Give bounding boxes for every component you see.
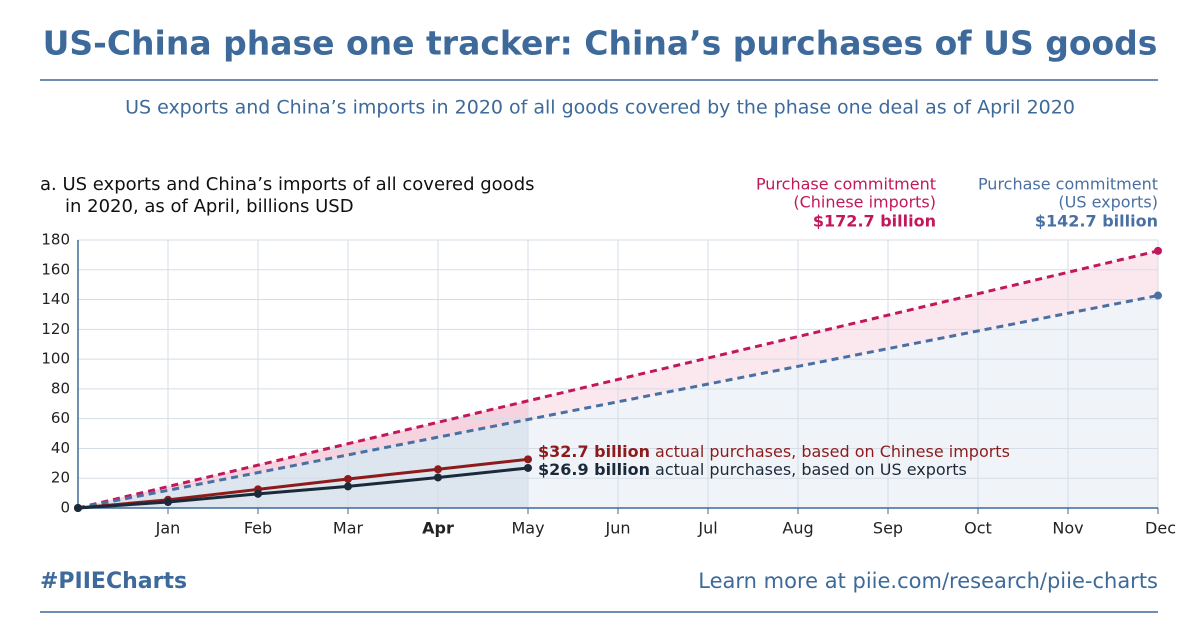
hashtag: #PIIECharts (40, 569, 187, 594)
point (344, 482, 352, 491)
chart-title: US-China phase one tracker: China’s purc… (43, 24, 1158, 63)
y-tick-label: 120 (41, 320, 70, 338)
annotation: $32.7 billion actual purchases, based on… (538, 442, 1010, 461)
y-tick-label: 0 (60, 499, 70, 517)
footer: Learn more at piie.com/research/piie-cha… (698, 569, 1158, 593)
point (434, 465, 442, 474)
commitment-label: Purchase commitment (756, 175, 936, 194)
commitment-label: Purchase commitment (978, 175, 1158, 194)
line (77, 466, 529, 510)
y-tick-label: 180 (41, 231, 70, 249)
x-tick-label: Aug (782, 519, 813, 538)
x-tick-label: Jun (605, 519, 631, 538)
point (524, 463, 532, 472)
y-tick-label: 40 (51, 439, 70, 457)
commitment-value: $142.7 billion (1035, 212, 1158, 231)
x-tick-label: Jul (697, 519, 717, 538)
annotation-value: $26.9 billion (538, 460, 650, 479)
point (254, 489, 262, 498)
subtitle: US exports and China’s imports in 2020 o… (125, 97, 1075, 119)
y-tick-label: 100 (41, 350, 70, 368)
line (77, 294, 1159, 510)
annotation-text: actual purchases, based on US exports (650, 460, 967, 479)
point (1154, 291, 1162, 300)
annotation-text: actual purchases, based on Chinese impor… (650, 442, 1010, 461)
annotation: $26.9 billion actual purchases, based on… (538, 460, 967, 479)
x-tick-label: Apr (422, 519, 454, 538)
y-tick-label: 140 (41, 290, 70, 308)
x-tick-label: Jan (155, 519, 181, 538)
x-tick-label: Oct (964, 519, 992, 538)
y-tick-label: 60 (51, 409, 70, 427)
point (434, 473, 442, 482)
point (344, 474, 352, 483)
panel-title: a. US exports and China’s imports of all… (40, 174, 535, 195)
point (164, 498, 172, 507)
y-tick-label: 20 (51, 469, 70, 487)
x-tick-label: May (511, 519, 544, 538)
line (77, 249, 1159, 510)
line (77, 457, 529, 510)
x-tick-label: Nov (1052, 519, 1083, 538)
x-tick-label: Sep (873, 519, 903, 538)
commitment-label: (Chinese imports) (793, 193, 936, 212)
point (74, 504, 82, 512)
y-tick-label: 160 (41, 260, 70, 278)
x-tick-label: Dec (1145, 519, 1176, 538)
panel-title: in 2020, as of April, billions USD (65, 196, 354, 217)
point (1154, 246, 1162, 255)
x-tick-label: Feb (244, 519, 272, 538)
commitment-label: (US exports) (1058, 193, 1158, 212)
y-tick-label: 80 (51, 379, 70, 397)
annotation-value: $32.7 billion (538, 442, 650, 461)
commitment-value: $172.7 billion (813, 212, 936, 231)
x-tick-label: Mar (333, 519, 364, 538)
point (524, 455, 532, 464)
